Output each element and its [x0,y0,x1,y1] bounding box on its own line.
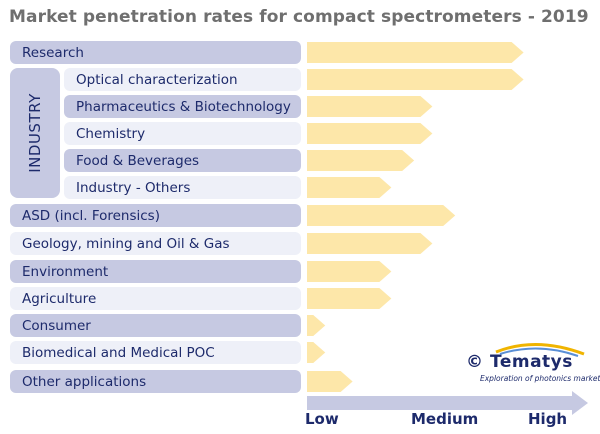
category-row: Geology, mining and Oil & Gas [10,232,301,255]
bar [307,371,353,392]
bar [307,69,524,90]
category-label: Chemistry [76,125,146,142]
bar [307,150,415,171]
bar [307,261,392,282]
chart-title: Market penetration rates for compact spe… [9,7,589,27]
category-label: Pharmaceutics & Biotechnology [76,98,291,115]
x-scale-arrow [307,391,588,415]
bar [307,123,433,144]
x-scale-label: High [528,410,568,428]
bar [307,42,524,63]
category-label: Biomedical and Medical POC [22,344,215,361]
category-row: Chemistry [64,122,301,145]
category-row: Pharmaceutics & Biotechnology [64,95,301,118]
category-label: Agriculture [22,290,97,307]
category-label: Consumer [22,317,91,334]
category-label: Geology, mining and Oil & Gas [22,235,230,252]
bar [307,96,433,117]
logo-swoosh [495,343,585,357]
category-label: Other applications [22,373,147,390]
category-label: Food & Beverages [76,152,200,169]
x-scale-label: Medium [411,410,479,428]
bar [307,315,326,336]
category-row: Research [10,41,301,64]
bar [307,288,392,309]
category-label: ASD (incl. Forensics) [22,207,160,224]
category-row: Optical characterization [64,68,301,91]
category-row: Other applications [10,370,301,393]
category-row: Industry - Others [64,176,301,199]
category-row: Food & Beverages [64,149,301,172]
category-row: Agriculture [10,287,301,310]
bar [307,233,433,254]
category-label: Environment [22,263,109,280]
bar [307,205,456,226]
industry-group-box [10,68,60,198]
category-row: Environment [10,260,301,283]
category-row: Consumer [10,314,301,337]
bar [307,177,392,198]
logo-tagline: Exploration of photonics markets [480,374,600,383]
bar [307,342,326,363]
copyright-icon: © [466,352,483,372]
logo-brand: Tematys [490,352,573,372]
category-row: ASD (incl. Forensics) [10,204,301,227]
category-label: Industry - Others [76,179,191,196]
x-scale-label: Low [305,410,339,428]
category-row: Biomedical and Medical POC [10,341,301,364]
category-label: Research [22,44,84,61]
category-label: Optical characterization [76,71,238,88]
